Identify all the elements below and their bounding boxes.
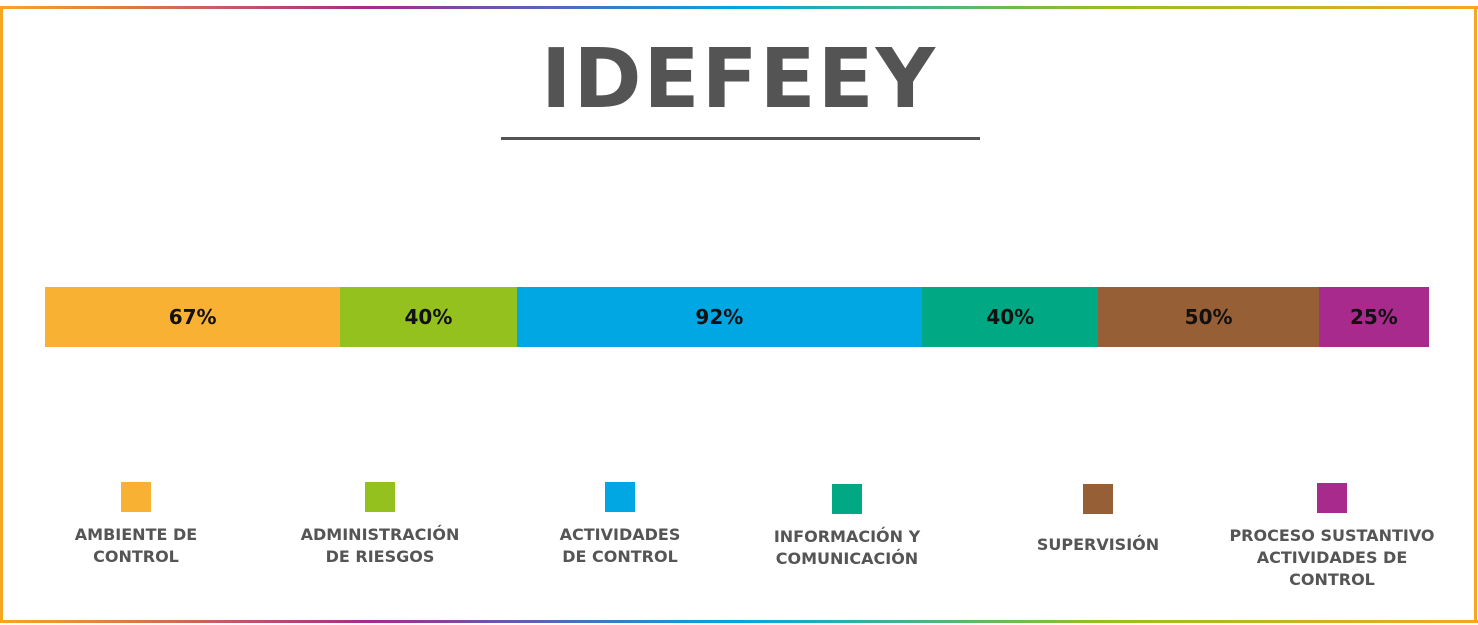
legend-swatch	[832, 484, 862, 514]
legend-swatch	[1083, 484, 1113, 514]
legend-swatch	[1317, 483, 1347, 513]
legend-label: PROCESO SUSTANTIVO ACTIVIDADES DE CONTRO…	[1229, 526, 1435, 589]
bar-segment: 92%	[516, 287, 923, 347]
legend-label: ADMINISTRACIÓN DE RIESGOS	[300, 525, 460, 566]
legend-swatch	[121, 482, 151, 512]
legend-item: SUPERVISIÓN	[988, 484, 1208, 556]
bar-segment: 67%	[45, 287, 341, 347]
legend-item: ADMINISTRACIÓN DE RIESGOS	[270, 482, 490, 568]
legend-swatch	[365, 482, 395, 512]
legend-label: INFORMACIÓN Y COMUNICACIÓN	[773, 527, 921, 568]
bar-segment: 40%	[340, 287, 517, 347]
data-label: 25%	[1349, 305, 1398, 329]
legend-swatch	[605, 482, 635, 512]
bar-segment: 40%	[922, 287, 1099, 347]
border-left	[0, 6, 3, 623]
border-top	[0, 6, 1478, 9]
data-label: 67%	[168, 305, 217, 329]
data-label: 92%	[695, 305, 744, 329]
legend-item: INFORMACIÓN Y COMUNICACIÓN	[737, 484, 957, 570]
bar-segment: 50%	[1098, 287, 1319, 347]
border-right	[1474, 6, 1477, 623]
legend-item: AMBIENTE DE CONTROL	[26, 482, 246, 568]
chart-title: IDEFEEY	[540, 32, 937, 127]
legend-item: ACTIVIDADES DE CONTROL	[510, 482, 730, 568]
legend-label: SUPERVISIÓN	[1036, 535, 1160, 554]
legend-label: ACTIVIDADES DE CONTROL	[559, 525, 681, 566]
border-bottom	[0, 620, 1478, 623]
bar-segment: 25%	[1318, 287, 1429, 347]
title-underline	[501, 137, 980, 140]
legend-label: AMBIENTE DE CONTROL	[74, 525, 198, 566]
data-label: 40%	[404, 305, 453, 329]
legend-item: PROCESO SUSTANTIVO ACTIVIDADES DE CONTRO…	[1222, 483, 1442, 591]
data-label: 40%	[986, 305, 1035, 329]
stacked-bar: 67% 40% 92% 40% 50% 25%	[45, 287, 1429, 347]
data-label: 50%	[1184, 305, 1233, 329]
